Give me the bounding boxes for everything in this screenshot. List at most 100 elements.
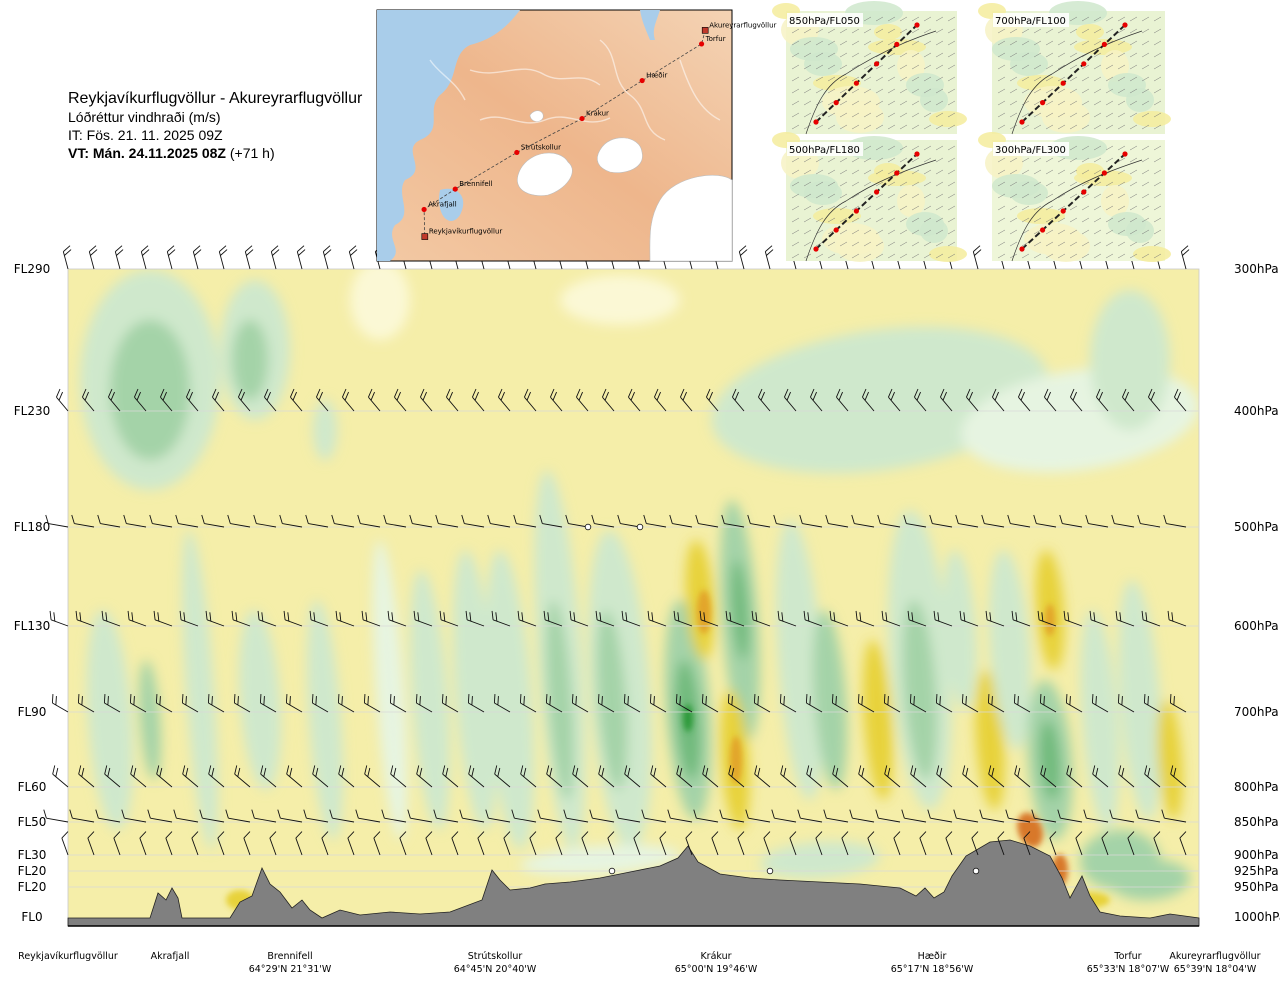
calm-marker — [584, 523, 592, 531]
wind-barb — [342, 388, 355, 412]
wind-barb — [231, 610, 251, 627]
wind-barb — [114, 245, 124, 270]
wind-barb — [903, 514, 927, 528]
map-waypoint-marker — [639, 77, 645, 84]
wind-barb — [227, 514, 251, 528]
wind-barb — [130, 765, 147, 788]
calm-marker — [636, 523, 644, 531]
wind-barb — [485, 809, 511, 823]
map-waypoint-marker — [514, 149, 520, 156]
map-waypoints: Akureyrarflugvöllur Torfur Hæðir Krákur Strú… — [421, 21, 777, 240]
wind-barb — [1075, 831, 1083, 856]
wind-barb — [815, 831, 823, 856]
wind-barb — [728, 765, 745, 788]
location-coord: 65°17'N 18°56'W — [891, 964, 974, 975]
field-contour — [409, 570, 451, 830]
wind-barb — [962, 765, 979, 788]
wind-barb — [797, 809, 823, 823]
field-contour — [697, 590, 711, 634]
wind-barb — [529, 831, 537, 856]
field-contour — [1157, 700, 1183, 820]
wind-barb — [701, 694, 719, 713]
wind-barb — [477, 831, 485, 856]
wind-barb — [929, 514, 953, 528]
lead-time: (+71 h) — [229, 145, 275, 161]
wind-barb — [780, 765, 797, 788]
wind-barb — [565, 514, 589, 528]
wind-barb — [1063, 610, 1083, 627]
wind-barb — [62, 245, 72, 270]
wind-barb — [936, 765, 953, 788]
hpa-label: 800hPa — [1234, 780, 1279, 794]
wind-barb — [597, 694, 615, 713]
location-coord: 65°39'N 18°04'W — [1174, 964, 1257, 975]
wind-barb — [979, 809, 1005, 823]
wind-barb — [571, 694, 589, 713]
wind-barb — [745, 809, 771, 823]
wind-barb — [407, 809, 433, 823]
wind-barb — [498, 388, 511, 412]
wind-barb — [981, 514, 1005, 528]
wind-barb — [649, 694, 667, 713]
vertical-wind-field — [68, 269, 1199, 926]
wind-barb — [446, 388, 459, 412]
wind-barb — [884, 765, 901, 788]
hpa-label: 700hPa — [1234, 705, 1279, 719]
wind-barb — [290, 388, 303, 412]
wind-barb — [555, 831, 563, 856]
wind-barb — [491, 610, 511, 627]
wind-barb — [186, 388, 199, 412]
wind-barb — [160, 388, 173, 412]
wind-barb — [909, 694, 927, 713]
route-map: Akureyrarflugvöllur Torfur Hæðir Krákur Strú… — [376, 9, 777, 262]
wind-barb — [244, 245, 254, 270]
wind-barb — [919, 831, 927, 856]
wind-barb — [217, 831, 225, 856]
wind-barb — [711, 831, 719, 856]
wind-barb — [727, 694, 745, 713]
wind-barb — [680, 388, 693, 412]
wind-barb — [751, 610, 771, 627]
wind-barb — [1011, 610, 1031, 627]
wind-barb — [602, 388, 615, 412]
wind-barb — [971, 831, 979, 856]
wind-barb — [992, 388, 1005, 412]
wind-barb — [1101, 831, 1109, 856]
wind-barb — [165, 831, 173, 856]
field-contour — [546, 600, 574, 800]
wind-barb — [439, 610, 459, 627]
wind-barb — [101, 610, 121, 627]
wind-barb — [862, 388, 875, 412]
wind-barb — [88, 245, 98, 270]
wind-barb — [1049, 831, 1057, 856]
field-contour — [232, 320, 268, 400]
wind-barb — [1033, 514, 1057, 528]
field-contour — [1118, 580, 1162, 820]
wind-barb — [331, 514, 355, 528]
wind-barb — [425, 831, 433, 856]
wind-barb — [1091, 694, 1109, 713]
wind-barb — [51, 694, 69, 713]
map-waypoint-label: Torfur — [705, 35, 726, 43]
wind-barb — [591, 514, 615, 528]
wind-barb — [524, 388, 537, 412]
wind-barb — [935, 694, 953, 713]
wind-barb — [257, 610, 277, 627]
map-waypoint-marker — [452, 186, 458, 192]
wind-barb — [546, 765, 563, 788]
fl-label: FL230 — [14, 404, 51, 418]
wind-barb — [803, 610, 823, 627]
level-labels: FL290 300hPa FL230 400hPa FL180 500hPa FL130 60… — [14, 262, 1280, 924]
wind-barb — [823, 809, 849, 823]
wind-barb — [1135, 809, 1161, 823]
wind-barb — [877, 514, 901, 528]
map-airport-marker — [421, 233, 429, 240]
wind-barb — [312, 765, 329, 788]
wind-barb — [1057, 809, 1083, 823]
location-coord: 65°00'N 19°46'W — [675, 964, 758, 975]
wind-barb — [598, 765, 615, 788]
issue-time: IT: Fös. 21. 11. 2025 09Z — [68, 127, 223, 143]
wind-barb — [907, 610, 927, 627]
fl-label: FL90 — [18, 705, 47, 719]
fl-label: FL130 — [14, 619, 51, 633]
